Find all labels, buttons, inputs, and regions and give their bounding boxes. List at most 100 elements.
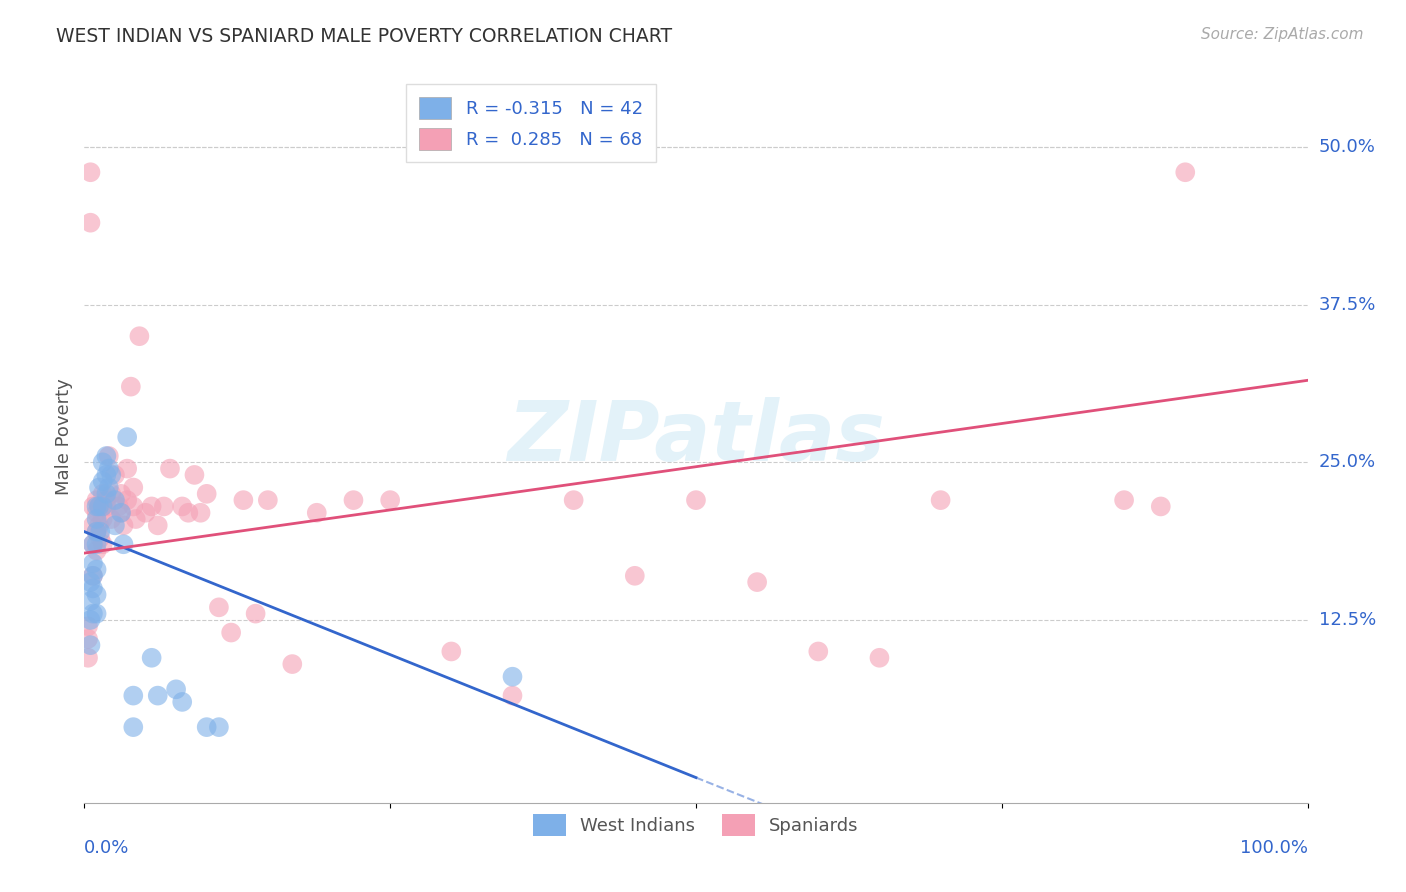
Point bbox=[96, 467, 118, 482]
Point bbox=[502, 689, 524, 703]
Point bbox=[86, 500, 108, 514]
Point bbox=[281, 657, 304, 671]
Point bbox=[91, 500, 114, 514]
Point bbox=[208, 720, 231, 734]
Text: Source: ZipAtlas.com: Source: ZipAtlas.com bbox=[1201, 27, 1364, 42]
Point bbox=[86, 543, 108, 558]
Point bbox=[190, 506, 212, 520]
Point bbox=[104, 493, 127, 508]
Point bbox=[807, 644, 830, 658]
Point bbox=[77, 650, 100, 665]
Point bbox=[91, 512, 114, 526]
Point bbox=[112, 537, 135, 551]
Point bbox=[245, 607, 267, 621]
Point bbox=[159, 461, 181, 475]
Point bbox=[91, 474, 114, 488]
Point bbox=[77, 632, 100, 646]
Point bbox=[440, 644, 463, 658]
Point bbox=[89, 524, 111, 539]
Point bbox=[562, 493, 585, 508]
Point bbox=[115, 461, 138, 475]
Point bbox=[82, 556, 104, 570]
Point bbox=[86, 512, 108, 526]
Text: ZIPatlas: ZIPatlas bbox=[508, 397, 884, 477]
Point bbox=[146, 518, 169, 533]
Point bbox=[146, 689, 169, 703]
Point bbox=[91, 500, 114, 514]
Point bbox=[110, 487, 132, 501]
Point bbox=[86, 524, 108, 539]
Point bbox=[257, 493, 280, 508]
Point bbox=[869, 650, 891, 665]
Point bbox=[153, 500, 176, 514]
Point bbox=[79, 216, 101, 230]
Point bbox=[79, 638, 101, 652]
Point bbox=[342, 493, 364, 508]
Point bbox=[86, 537, 108, 551]
Point bbox=[82, 569, 104, 583]
Point bbox=[82, 582, 104, 596]
Point bbox=[89, 531, 111, 545]
Point bbox=[380, 493, 402, 508]
Point bbox=[77, 619, 100, 633]
Point bbox=[110, 506, 132, 520]
Point bbox=[96, 493, 118, 508]
Point bbox=[100, 512, 122, 526]
Text: 37.5%: 37.5% bbox=[1319, 295, 1376, 314]
Point bbox=[1150, 500, 1173, 514]
Point bbox=[120, 379, 142, 393]
Point bbox=[97, 449, 120, 463]
Point bbox=[177, 506, 200, 520]
Point bbox=[100, 487, 122, 501]
Point bbox=[87, 500, 110, 514]
Point bbox=[195, 487, 218, 501]
Point bbox=[79, 165, 101, 179]
Text: 100.0%: 100.0% bbox=[1240, 839, 1308, 857]
Point bbox=[122, 689, 145, 703]
Point bbox=[97, 461, 120, 475]
Point bbox=[86, 506, 108, 520]
Point bbox=[79, 594, 101, 608]
Point bbox=[305, 506, 328, 520]
Point bbox=[747, 575, 769, 590]
Point bbox=[115, 493, 138, 508]
Point bbox=[91, 455, 114, 469]
Point bbox=[141, 650, 163, 665]
Point bbox=[86, 607, 108, 621]
Point bbox=[87, 500, 110, 514]
Point bbox=[135, 506, 157, 520]
Point bbox=[96, 487, 118, 501]
Point bbox=[87, 481, 110, 495]
Point bbox=[502, 670, 524, 684]
Point bbox=[86, 493, 108, 508]
Point bbox=[82, 607, 104, 621]
Point bbox=[1114, 493, 1136, 508]
Point bbox=[104, 467, 127, 482]
Point bbox=[115, 430, 138, 444]
Text: 50.0%: 50.0% bbox=[1319, 138, 1375, 156]
Point bbox=[110, 506, 132, 520]
Point bbox=[96, 500, 118, 514]
Point bbox=[929, 493, 952, 508]
Point bbox=[79, 613, 101, 627]
Point bbox=[122, 720, 145, 734]
Point bbox=[232, 493, 254, 508]
Point bbox=[1174, 165, 1197, 179]
Point bbox=[91, 487, 114, 501]
Point bbox=[122, 481, 145, 495]
Point bbox=[195, 720, 218, 734]
Point bbox=[96, 449, 118, 463]
Point bbox=[624, 569, 647, 583]
Point bbox=[122, 500, 145, 514]
Point bbox=[87, 518, 110, 533]
Text: WEST INDIAN VS SPANIARD MALE POVERTY CORRELATION CHART: WEST INDIAN VS SPANIARD MALE POVERTY COR… bbox=[56, 27, 672, 45]
Point bbox=[208, 600, 231, 615]
Text: 25.0%: 25.0% bbox=[1319, 453, 1376, 471]
Point bbox=[86, 562, 108, 576]
Point bbox=[100, 467, 122, 482]
Point bbox=[125, 512, 148, 526]
Point bbox=[141, 500, 163, 514]
Point bbox=[128, 329, 150, 343]
Point bbox=[82, 569, 104, 583]
Y-axis label: Male Poverty: Male Poverty bbox=[55, 379, 73, 495]
